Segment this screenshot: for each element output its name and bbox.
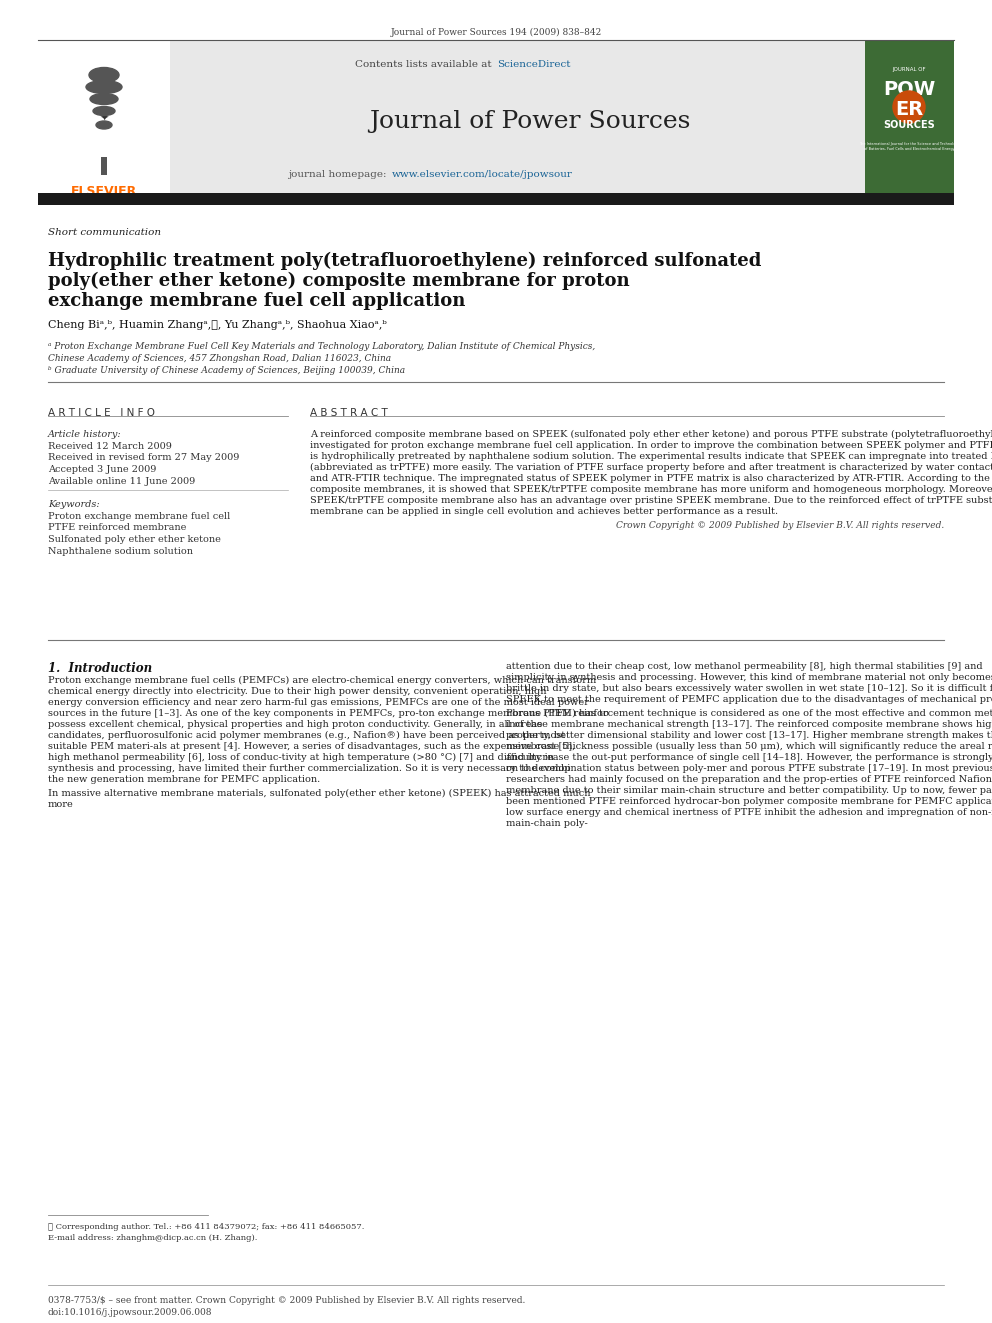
Text: chemical energy directly into electricity. Due to their high power density, conv: chemical energy directly into electricit…: [48, 687, 547, 696]
Ellipse shape: [86, 81, 122, 94]
Text: and increase the out-put performance of single cell [14–18]. However, the perfor: and increase the out-put performance of …: [506, 753, 992, 762]
Text: Naphthalene sodium solution: Naphthalene sodium solution: [48, 546, 193, 556]
Text: Available online 11 June 2009: Available online 11 June 2009: [48, 476, 195, 486]
Text: been mentioned PTFE reinforced hydrocar-bon polymer composite membrane for PEMFC: been mentioned PTFE reinforced hydrocar-…: [506, 796, 992, 806]
Text: sources in the future [1–3]. As one of the key components in PEMFCs, pro-ton exc: sources in the future [1–3]. As one of t…: [48, 709, 609, 718]
Text: The International Journal for the Science and Technology
of Batteries, Fuel Cell: The International Journal for the Scienc…: [858, 142, 959, 151]
Text: Received in revised form 27 May 2009: Received in revised form 27 May 2009: [48, 454, 239, 463]
Text: 0378-7753/$ – see front matter. Crown Copyright © 2009 Published by Elsevier B.V: 0378-7753/$ – see front matter. Crown Co…: [48, 1297, 526, 1304]
Text: ᵇ Graduate University of Chinese Academy of Sciences, Beijing 100039, China: ᵇ Graduate University of Chinese Academy…: [48, 366, 405, 374]
Ellipse shape: [89, 67, 119, 82]
Text: Journal of Power Sources 194 (2009) 838–842: Journal of Power Sources 194 (2009) 838–…: [391, 28, 601, 37]
Text: high methanol permeability [6], loss of conduc-tivity at high temperature (>80 °: high methanol permeability [6], loss of …: [48, 753, 554, 762]
Text: candidates, perfluorosulfonic acid polymer membranes (e.g., Nafion®) have been p: candidates, perfluorosulfonic acid polym…: [48, 732, 565, 740]
Text: exchange membrane fuel cell application: exchange membrane fuel cell application: [48, 292, 465, 310]
Text: POW: POW: [883, 79, 935, 99]
Text: researchers had mainly focused on the preparation and the prop-erties of PTFE re: researchers had mainly focused on the pr…: [506, 775, 992, 785]
Text: JOURNAL OF: JOURNAL OF: [892, 67, 926, 71]
Text: membrane thickness possible (usually less than 50 μm), which will significantly : membrane thickness possible (usually les…: [506, 742, 992, 751]
Text: increase membrane mechanical strength [13–17]. The reinforced composite membrane: increase membrane mechanical strength [1…: [506, 720, 992, 729]
Text: Accepted 3 June 2009: Accepted 3 June 2009: [48, 464, 157, 474]
Bar: [38, 193, 954, 205]
Text: Short communication: Short communication: [48, 228, 161, 237]
Text: ER: ER: [895, 101, 924, 119]
Text: suitable PEM materi-als at present [4]. However, a series of disadvantages, such: suitable PEM materi-als at present [4]. …: [48, 742, 575, 751]
Text: Received 12 March 2009: Received 12 March 2009: [48, 442, 172, 451]
Ellipse shape: [90, 94, 118, 105]
Bar: [101, 157, 107, 175]
Text: (abbreviated as trPTFE) more easily. The variation of PTFE surface property befo: (abbreviated as trPTFE) more easily. The…: [310, 463, 992, 472]
Text: PTFE reinforced membrane: PTFE reinforced membrane: [48, 524, 186, 532]
Text: investigated for proton exchange membrane fuel cell application. In order to imp: investigated for proton exchange membran…: [310, 441, 992, 450]
Text: ScienceDirect: ScienceDirect: [497, 60, 570, 69]
Ellipse shape: [93, 106, 115, 115]
Text: E-mail address: zhanghm@dicp.ac.cn (H. Zhang).: E-mail address: zhanghm@dicp.ac.cn (H. Z…: [48, 1234, 257, 1242]
Circle shape: [893, 91, 925, 123]
Text: Contents lists available at: Contents lists available at: [355, 60, 495, 69]
Text: Sulfonated poly ether ether ketone: Sulfonated poly ether ether ketone: [48, 534, 221, 544]
Text: Porous PTFE reinforcement technique is considered as one of the most effective a: Porous PTFE reinforcement technique is c…: [506, 709, 992, 718]
Text: 1.  Introduction: 1. Introduction: [48, 662, 152, 675]
Bar: [38, 40, 170, 194]
Text: A R T I C L E   I N F O: A R T I C L E I N F O: [48, 407, 155, 418]
Text: www.elsevier.com/locate/jpowsour: www.elsevier.com/locate/jpowsour: [392, 169, 572, 179]
Text: ⋆ Corresponding author. Tel.: +86 411 84379072; fax: +86 411 84665057.: ⋆ Corresponding author. Tel.: +86 411 84…: [48, 1222, 364, 1230]
Text: Crown Copyright © 2009 Published by Elsevier B.V. All rights reserved.: Crown Copyright © 2009 Published by Else…: [616, 521, 944, 531]
Text: Keywords:: Keywords:: [48, 500, 99, 509]
Text: journal homepage:: journal homepage:: [289, 169, 390, 179]
Text: synthesis and processing, have limited their further commercialization. So it is: synthesis and processing, have limited t…: [48, 763, 570, 773]
Text: A reinforced composite membrane based on SPEEK (sulfonated poly ether ether keto: A reinforced composite membrane based on…: [310, 430, 992, 439]
Text: Chinese Academy of Sciences, 457 Zhongshan Road, Dalian 116023, China: Chinese Academy of Sciences, 457 Zhongsh…: [48, 355, 391, 363]
Text: attention due to their cheap cost, low methanol permeability [8], high thermal s: attention due to their cheap cost, low m…: [506, 662, 983, 671]
Text: ELSEVIER: ELSEVIER: [70, 185, 137, 198]
Ellipse shape: [96, 120, 112, 130]
Text: low surface energy and chemical inertness of PTFE inhibit the adhesion and impre: low surface energy and chemical inertnes…: [506, 808, 992, 818]
Text: and ATR-FTIR technique. The impregnated status of SPEEK polymer in PTFE matrix i: and ATR-FTIR technique. The impregnated …: [310, 474, 992, 483]
Text: Article history:: Article history:: [48, 430, 122, 439]
Text: brittle in dry state, but also bears excessively water swollen in wet state [10–: brittle in dry state, but also bears exc…: [506, 684, 992, 693]
Text: A B S T R A C T: A B S T R A C T: [310, 407, 388, 418]
Text: composite membranes, it is showed that SPEEK/trPTFE composite membrane has more : composite membranes, it is showed that S…: [310, 486, 992, 493]
Text: In massive alternative membrane materials, sulfonated poly(ether ether ketone) (: In massive alternative membrane material…: [48, 789, 590, 798]
Text: more: more: [48, 800, 73, 808]
Text: simplicity in synthesis and processing. However, this kind of membrane material : simplicity in synthesis and processing. …: [506, 673, 992, 681]
Bar: [170, 40, 865, 194]
Text: doi:10.1016/j.jpowsour.2009.06.008: doi:10.1016/j.jpowsour.2009.06.008: [48, 1308, 212, 1316]
Text: possess excellent chemical, physical properties and high proton conductivity. Ge: possess excellent chemical, physical pro…: [48, 720, 543, 729]
Text: membrane due to their similar main-chain structure and better compatibility. Up : membrane due to their similar main-chain…: [506, 786, 992, 795]
Text: ᵃ Proton Exchange Membrane Fuel Cell Key Materials and Technology Laboratory, Da: ᵃ Proton Exchange Membrane Fuel Cell Key…: [48, 343, 595, 351]
Text: energy conversion efficiency and near zero harm-ful gas emissions, PEMFCs are on: energy conversion efficiency and near ze…: [48, 699, 589, 706]
Bar: [865, 40, 954, 194]
Text: the new generation membrane for PEMFC application.: the new generation membrane for PEMFC ap…: [48, 775, 320, 785]
Text: membrane can be applied in single cell evolution and achieves better performance: membrane can be applied in single cell e…: [310, 507, 778, 516]
Text: ✦: ✦: [99, 112, 109, 123]
Text: SPEEK to meet the requirement of PEMFC application due to the disadvantages of m: SPEEK to meet the requirement of PEMFC a…: [506, 695, 992, 704]
Text: SPEEK/trPTFE composite membrane also has an advantage over pristine SPEEK membra: SPEEK/trPTFE composite membrane also has…: [310, 496, 992, 505]
Text: Journal of Power Sources: Journal of Power Sources: [369, 110, 690, 134]
Text: main-chain poly-: main-chain poly-: [506, 819, 587, 828]
Text: Cheng Biᵃ,ᵇ, Huamin Zhangᵃ,⋆, Yu Zhangᵃ,ᵇ, Shaohua Xiaoᵃ,ᵇ: Cheng Biᵃ,ᵇ, Huamin Zhangᵃ,⋆, Yu Zhangᵃ,…: [48, 320, 387, 329]
Text: on the combination status between poly-mer and porous PTFE substrate [17–19]. In: on the combination status between poly-m…: [506, 763, 992, 773]
Text: Proton exchange membrane fuel cells (PEMFCs) are electro-chemical energy convert: Proton exchange membrane fuel cells (PEM…: [48, 676, 596, 685]
Text: poly(ether ether ketone) composite membrane for proton: poly(ether ether ketone) composite membr…: [48, 273, 630, 290]
Text: Hydrophilic treatment poly(tetrafluoroethylene) reinforced sulfonated: Hydrophilic treatment poly(tetrafluoroet…: [48, 251, 762, 270]
Text: SOURCES: SOURCES: [883, 120, 934, 130]
Text: is hydrophilically pretreated by naphthalene sodium solution. The experimental r: is hydrophilically pretreated by naphtha…: [310, 452, 992, 460]
Text: property, better dimensional stability and lower cost [13–17]. Higher membrane s: property, better dimensional stability a…: [506, 732, 992, 740]
Text: Proton exchange membrane fuel cell: Proton exchange membrane fuel cell: [48, 512, 230, 521]
